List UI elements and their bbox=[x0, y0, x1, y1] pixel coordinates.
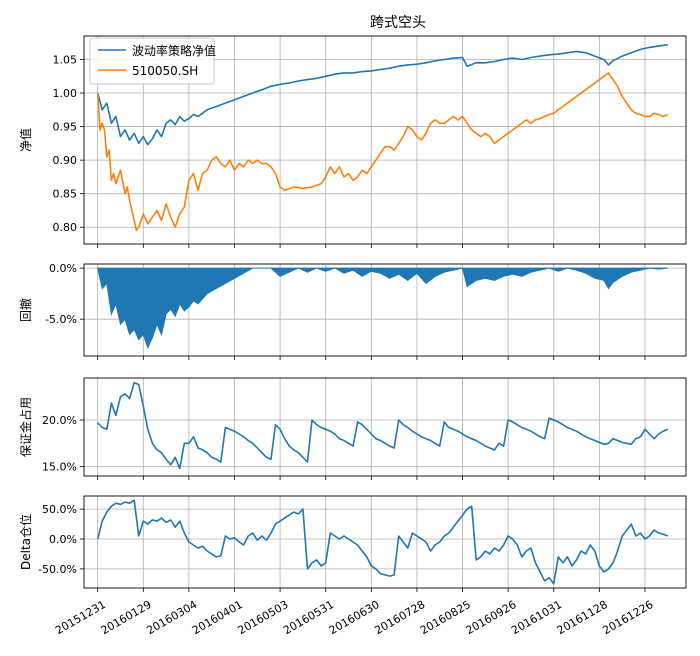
delta-series-line-0 bbox=[96, 499, 669, 585]
margin-axes-frame bbox=[83, 377, 687, 477]
date-axis-labels: 2015123120160129201603042016040120160503… bbox=[53, 598, 655, 637]
xtick-label: 20160630 bbox=[327, 598, 382, 637]
xtick-label: 20160728 bbox=[372, 598, 427, 637]
nav-series-line-0 bbox=[96, 43, 668, 146]
nav-ytick-label: 1.05 bbox=[53, 53, 78, 66]
legend: 波动率策略净值 510050.SH bbox=[89, 37, 216, 85]
drawdown-ylabel: 回撤 bbox=[18, 298, 33, 322]
delta-axes-frame bbox=[83, 495, 687, 589]
legend-label-510050: 510050.SH bbox=[132, 64, 198, 78]
drawdown-axes-frame bbox=[83, 263, 687, 357]
xtick-label: 20160129 bbox=[99, 598, 154, 637]
panel-delta: 50.0% 0.0% -50.0% Delta仓位 bbox=[18, 495, 687, 592]
margin-ytick-label: 15.0% bbox=[42, 461, 77, 474]
drawdown-area-series bbox=[97, 267, 668, 350]
delta-ylabel: Delta仓位 bbox=[18, 514, 33, 570]
xtick-label: 20161031 bbox=[509, 598, 564, 637]
xtick-label: 20161128 bbox=[555, 598, 610, 637]
nav-ytick-label: 0.85 bbox=[53, 188, 78, 201]
delta-ytick-label: 50.0% bbox=[42, 503, 77, 516]
panel-margin: 20.0% 15.0% 保证金占用 bbox=[18, 377, 687, 480]
xtick-label: 20151231 bbox=[53, 598, 108, 637]
margin-ylabel: 保证金占用 bbox=[18, 397, 33, 457]
xtick-label: 20160825 bbox=[418, 598, 473, 637]
drawdown-ytick-label: -5.0% bbox=[45, 313, 77, 326]
xtick-label: 20160401 bbox=[190, 598, 245, 637]
nav-ytick-label: 0.90 bbox=[53, 154, 78, 167]
delta-ytick-label: -50.0% bbox=[38, 563, 77, 576]
drawdown-ytick-label: 0.0% bbox=[49, 262, 77, 275]
panel-nav: 0.80 0.85 0.90 0.95 1.00 1.05 净值 bbox=[18, 35, 687, 248]
margin-series-line-0 bbox=[97, 381, 669, 470]
nav-axes-frame bbox=[83, 35, 687, 245]
nav-ytick-label: 0.80 bbox=[53, 221, 78, 234]
nav-ytick-label: 0.95 bbox=[53, 121, 78, 134]
chart-title: 跨式空头 bbox=[370, 15, 426, 31]
xtick-label: 20160926 bbox=[464, 598, 519, 637]
nav-ytick-label: 1.00 bbox=[53, 87, 78, 100]
legend-label-nav: 波动率策略净值 bbox=[132, 43, 216, 58]
delta-ytick-label: 0.0% bbox=[49, 533, 77, 546]
margin-ytick-label: 20.0% bbox=[42, 414, 77, 427]
nav-series-line-1 bbox=[96, 72, 669, 232]
xtick-label: 20161226 bbox=[600, 598, 655, 637]
nav-ylabel: 净值 bbox=[18, 128, 33, 152]
xtick-label: 20160304 bbox=[144, 598, 199, 637]
panel-drawdown: 0.0% -5.0% 回撤 bbox=[18, 262, 687, 360]
xtick-label: 20160531 bbox=[281, 598, 336, 637]
xtick-label: 20160503 bbox=[236, 598, 291, 637]
